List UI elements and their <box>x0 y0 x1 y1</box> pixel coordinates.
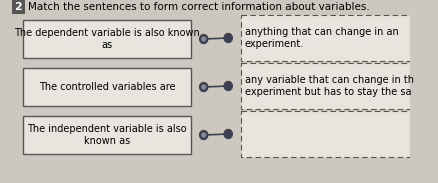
Circle shape <box>224 33 232 42</box>
FancyBboxPatch shape <box>12 0 25 14</box>
Circle shape <box>224 81 232 91</box>
Text: any variable that can change in th
experiment but has to stay the sa: any variable that can change in th exper… <box>244 75 413 97</box>
FancyBboxPatch shape <box>23 116 191 154</box>
Circle shape <box>200 35 208 44</box>
FancyBboxPatch shape <box>23 20 191 58</box>
Circle shape <box>224 130 232 139</box>
Text: 2: 2 <box>14 2 22 12</box>
Text: The independent variable is also
known as: The independent variable is also known a… <box>27 124 187 146</box>
Circle shape <box>200 83 208 92</box>
FancyBboxPatch shape <box>23 68 191 106</box>
FancyBboxPatch shape <box>241 15 410 61</box>
Text: The controlled variables are: The controlled variables are <box>39 82 175 92</box>
FancyBboxPatch shape <box>241 63 410 109</box>
Circle shape <box>202 37 205 41</box>
Text: anything that can change in an
experiment.: anything that can change in an experimen… <box>244 27 398 49</box>
Circle shape <box>200 130 208 139</box>
Text: The dependent variable is also known
as: The dependent variable is also known as <box>14 28 200 50</box>
Circle shape <box>202 133 205 137</box>
FancyBboxPatch shape <box>241 111 410 157</box>
Text: Match the sentences to form correct information about variables.: Match the sentences to form correct info… <box>28 2 370 12</box>
Circle shape <box>202 85 205 89</box>
